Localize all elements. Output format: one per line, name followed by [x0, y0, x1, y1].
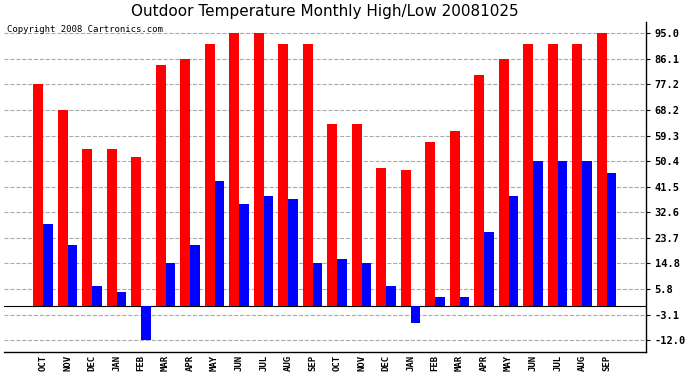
Bar — [509, 196, 518, 306]
Bar — [254, 33, 264, 306]
Bar — [239, 204, 249, 306]
Bar — [278, 44, 288, 306]
Bar — [33, 84, 43, 306]
Bar — [435, 297, 445, 306]
Bar — [166, 264, 175, 306]
Bar — [107, 150, 117, 306]
Bar — [92, 286, 102, 306]
Bar — [362, 264, 371, 306]
Bar — [376, 168, 386, 306]
Bar — [411, 306, 420, 322]
Bar — [180, 59, 190, 306]
Bar — [288, 199, 298, 306]
Bar — [597, 33, 607, 306]
Bar — [460, 297, 469, 306]
Bar — [572, 44, 582, 306]
Bar — [43, 225, 53, 306]
Bar — [215, 180, 224, 306]
Bar — [548, 44, 558, 306]
Bar — [401, 170, 411, 306]
Bar — [425, 142, 435, 306]
Title: Outdoor Temperature Monthly High/Low 20081025: Outdoor Temperature Monthly High/Low 200… — [131, 4, 519, 19]
Bar — [141, 306, 151, 340]
Bar — [474, 75, 484, 306]
Bar — [533, 161, 543, 306]
Bar — [58, 110, 68, 306]
Bar — [68, 245, 77, 306]
Bar — [327, 124, 337, 306]
Bar — [607, 173, 616, 306]
Bar — [264, 196, 273, 306]
Bar — [156, 65, 166, 306]
Bar — [352, 124, 362, 306]
Bar — [386, 286, 396, 306]
Bar — [117, 292, 126, 306]
Bar — [523, 44, 533, 306]
Bar — [499, 59, 509, 306]
Bar — [558, 161, 567, 306]
Bar — [303, 44, 313, 306]
Bar — [484, 232, 494, 306]
Bar — [313, 264, 322, 306]
Bar — [131, 157, 141, 306]
Bar — [190, 245, 200, 306]
Bar — [82, 150, 92, 306]
Bar — [582, 161, 592, 306]
Bar — [337, 260, 347, 306]
Bar — [205, 44, 215, 306]
Bar — [229, 33, 239, 306]
Bar — [450, 131, 460, 306]
Text: Copyright 2008 Cartronics.com: Copyright 2008 Cartronics.com — [8, 25, 164, 34]
